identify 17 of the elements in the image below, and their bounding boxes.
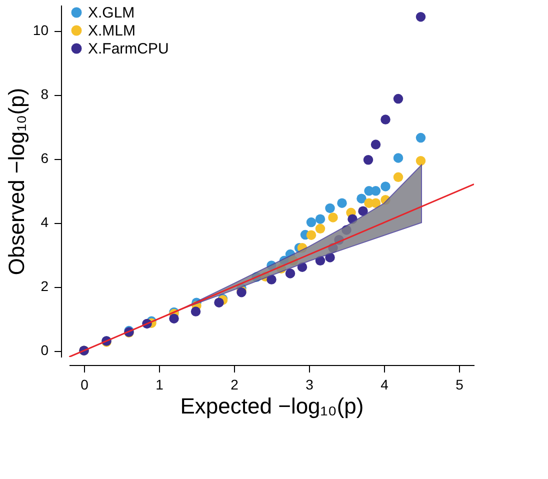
legend-label: X.FarmCPU <box>88 40 169 58</box>
y-tick-label: 4 <box>40 214 49 230</box>
x-tick-label: 2 <box>230 376 239 392</box>
legend-label: X.MLM <box>88 22 136 40</box>
x-tick-label: 5 <box>456 376 464 392</box>
x-tick-label: 4 <box>380 376 389 392</box>
y-tick-label: 0 <box>40 342 49 358</box>
y-tick-label: 10 <box>32 22 49 38</box>
x-tick-label: 0 <box>80 376 89 392</box>
x-tick-label: 1 <box>156 376 164 392</box>
y-tick-label: 2 <box>40 278 49 294</box>
y-tick-label: 6 <box>40 150 49 166</box>
legend-label: X.GLM <box>88 4 135 22</box>
x-tick-label: 3 <box>306 376 314 392</box>
y-tick-label: 8 <box>40 86 49 102</box>
x-axis-title: Expected −log₁₀(p) <box>180 394 364 418</box>
y-axis-title: Observed −log₁₀(p) <box>4 88 29 276</box>
